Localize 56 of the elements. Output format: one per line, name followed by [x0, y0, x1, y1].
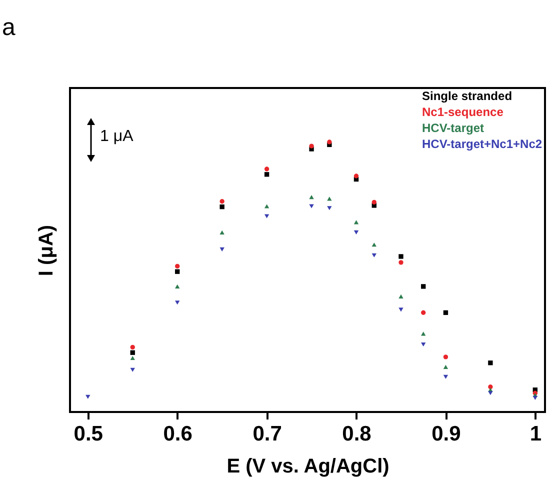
point [309, 195, 314, 200]
y-axis-title: I (μA) [36, 224, 58, 276]
point [372, 253, 376, 258]
point [372, 242, 376, 247]
point [130, 368, 135, 372]
point [398, 260, 404, 265]
x-tick-label: 0.9 [432, 422, 461, 446]
point [421, 342, 426, 347]
point [309, 144, 314, 148]
point [443, 310, 448, 315]
text: HCV-target+Nc1+Nc2 [422, 137, 542, 151]
point [86, 394, 90, 399]
x-axis-title: E (V vs. Ag/AgCl) [226, 456, 390, 478]
point [443, 364, 448, 369]
point [264, 204, 270, 208]
text: HCV-target [422, 121, 484, 135]
point [175, 300, 180, 305]
x-tick-label: 1 [530, 422, 542, 446]
point [175, 264, 180, 269]
point [220, 199, 224, 204]
point [372, 200, 376, 205]
point [488, 360, 493, 366]
chart-title: a [2, 14, 16, 41]
point [220, 204, 224, 210]
point [443, 374, 448, 379]
x-tick-label: 0.7 [252, 422, 282, 446]
point [398, 308, 404, 312]
point [130, 356, 135, 360]
point [488, 384, 493, 390]
text: Nc1-sequence [422, 105, 504, 119]
x-tick-label: 0.5 [74, 422, 104, 446]
point [130, 344, 135, 350]
point [175, 284, 180, 288]
point [532, 396, 538, 400]
point [309, 204, 314, 208]
point [264, 214, 270, 218]
point [264, 166, 270, 172]
point [175, 269, 180, 274]
point [327, 140, 332, 144]
x-tick-label: 0.6 [163, 422, 192, 446]
point [264, 172, 270, 177]
point [130, 350, 135, 355]
annotation: 1 μA [100, 128, 134, 146]
point [421, 310, 426, 315]
text: Single stranded [422, 89, 512, 103]
point [220, 230, 224, 234]
point [443, 354, 448, 360]
point [488, 391, 493, 396]
point [398, 254, 404, 259]
point [327, 206, 332, 210]
point [421, 284, 426, 289]
point [354, 230, 359, 234]
point [220, 247, 224, 252]
point [398, 294, 404, 298]
point [354, 174, 359, 178]
x-tick-label: 0.8 [342, 422, 372, 446]
